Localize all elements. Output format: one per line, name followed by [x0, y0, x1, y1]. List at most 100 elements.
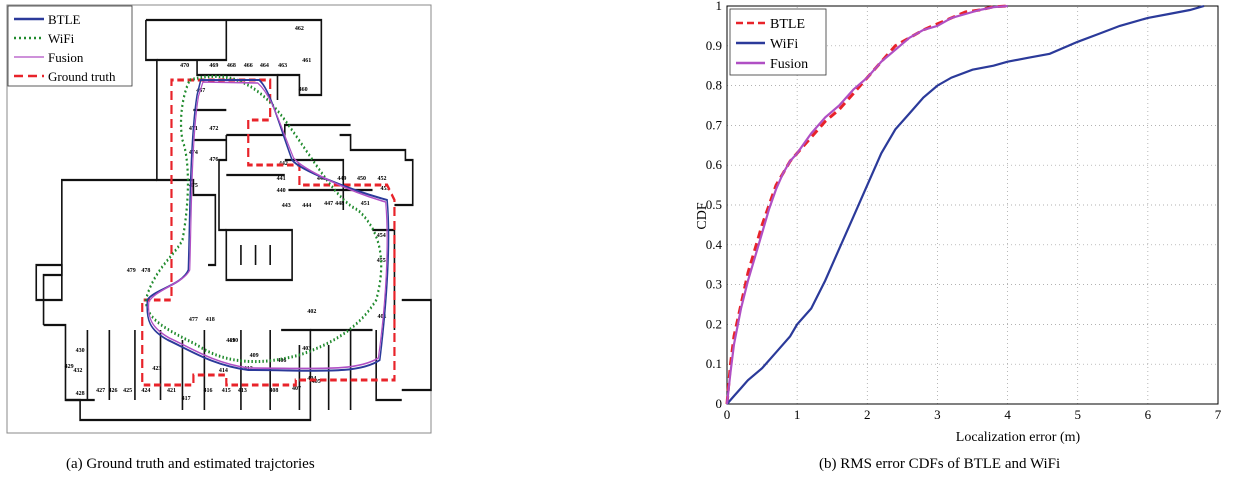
series-line-btle: [725, 4, 1008, 405]
trajectories: [141, 74, 396, 387]
room-label: 444: [302, 203, 311, 209]
cdf-chart: 0 1 2 3 4 5 6 7 0 0.1 0.2 0.3 0.4 0.5 0.6 0.7 0.8 0.9 1 BT…: [695, 0, 1222, 445]
room-label: 418: [206, 317, 215, 323]
legend-label: Fusion: [48, 50, 84, 65]
chart-series: [725, 4, 1205, 405]
room-label: 446: [317, 176, 326, 182]
room-label: 405: [312, 379, 321, 385]
y-tick-label: 0.5: [706, 197, 722, 212]
room-label: 462: [295, 26, 304, 32]
wall-segment: [35, 263, 63, 302]
wall-segment: [181, 330, 271, 410]
floorplan-walls: [35, 18, 432, 422]
room-label: 452: [378, 176, 387, 182]
y-tick-label: 0.2: [706, 316, 722, 331]
legend-label-fusion: Fusion: [770, 57, 808, 72]
room-label: 454: [377, 233, 386, 239]
room-label: 413: [238, 388, 247, 394]
room-label: 475: [189, 183, 198, 189]
legend-label: Ground truth: [48, 69, 116, 84]
room-label: 466: [244, 63, 253, 69]
y-tick-label: 0.1: [706, 356, 722, 371]
room-label: 427: [96, 388, 105, 394]
fusion-trajectory: [147, 81, 388, 370]
room-label: 451: [361, 201, 370, 207]
y-tick-label: 1: [716, 0, 723, 13]
wall-segment: [145, 20, 217, 267]
wall-segment: [226, 123, 351, 137]
x-tick-label: 0: [724, 407, 731, 422]
x-tick-label: 7: [1215, 407, 1222, 422]
room-label: 408: [269, 388, 278, 394]
legend-label-btle: BTLE: [770, 17, 805, 32]
room-label: 416: [204, 388, 213, 394]
y-tick-label: 0.6: [706, 157, 723, 172]
wall-segment: [226, 158, 345, 210]
wifi-trajectory: [144, 74, 383, 364]
room-label: 449: [337, 176, 346, 182]
room-label: 447: [324, 201, 333, 207]
y-tick-label: 0.8: [706, 78, 722, 93]
wall-segment: [196, 60, 279, 100]
y-tick-label: 0.4: [706, 237, 723, 252]
room-label: 423: [152, 366, 161, 372]
room-label: 410: [229, 338, 238, 344]
x-tick-label: 3: [934, 407, 941, 422]
y-tick-label: 0: [716, 396, 723, 411]
series-line-wifi: [726, 4, 1205, 405]
room-label: 401: [378, 314, 387, 320]
room-label: 409: [250, 353, 259, 359]
room-label: 425: [123, 388, 132, 394]
room-label: 468: [227, 63, 236, 69]
caption-a: (a) Ground truth and estimated trajctori…: [66, 456, 315, 472]
x-tick-label: 1: [794, 407, 801, 422]
room-label: 472: [209, 126, 218, 132]
chart-legend: BTLE WiFi Fusion: [729, 8, 827, 76]
y-tick-label: 0.7: [706, 117, 723, 132]
y-tick-label: 0.9: [706, 38, 722, 53]
caption-b: (b) RMS error CDFs of BTLE and WiFi: [819, 456, 1061, 472]
room-label: 450: [357, 176, 366, 182]
room-label: 426: [109, 388, 118, 394]
wall-segment: [375, 330, 402, 402]
room-label: 429: [65, 364, 74, 370]
wall-segment: [339, 133, 414, 207]
x-tick-label: 2: [864, 407, 871, 422]
y-tick-label: 0.3: [706, 277, 722, 292]
room-label: 477: [189, 317, 198, 323]
ground-truth-path: [141, 78, 396, 387]
btle-trajectory: [146, 79, 390, 372]
room-label: 406: [277, 358, 286, 364]
x-tick-label: 4: [1004, 407, 1011, 422]
room-label: 402: [307, 309, 316, 315]
floorplan-legend: BTLE WiFi Fusion Ground truth: [7, 5, 133, 87]
room-label: 463: [278, 63, 287, 69]
room-label: 476: [209, 157, 218, 163]
wall-segment: [86, 330, 162, 400]
x-tick-label: 5: [1074, 407, 1081, 422]
room-label: 419: [226, 338, 235, 344]
room-label: 478: [141, 268, 150, 274]
legend-label: WiFi: [48, 31, 75, 46]
room-label: 441: [277, 176, 286, 182]
room-label: 415: [222, 388, 231, 394]
room-label: 460: [299, 87, 308, 93]
chart-axes: 0 1 2 3 4 5 6 7 0 0.1 0.2 0.3 0.4 0.5 0.6 0.7 0.8 0.9 1: [706, 0, 1222, 422]
room-label: 403: [302, 346, 311, 352]
x-tick-label: 6: [1145, 407, 1152, 422]
room-label: 479: [127, 268, 136, 274]
wall-segment: [156, 20, 228, 62]
wall-segment: [43, 323, 312, 422]
wall-segment: [401, 298, 432, 392]
floorplan-figure: 4624614604634644664684694704674724714764…: [6, 4, 432, 434]
wall-segment: [218, 135, 228, 232]
room-label: 414: [219, 368, 228, 374]
series-line-fusion: [725, 4, 1008, 405]
room-label: 461: [302, 58, 311, 64]
legend-label-wifi: WiFi: [770, 37, 798, 52]
y-axis-label: CDF: [695, 202, 710, 229]
room-label: 424: [141, 388, 150, 394]
x-axis-label: Localization error (m): [956, 430, 1081, 445]
room-label: 432: [73, 368, 82, 374]
wall-segment: [240, 245, 271, 265]
